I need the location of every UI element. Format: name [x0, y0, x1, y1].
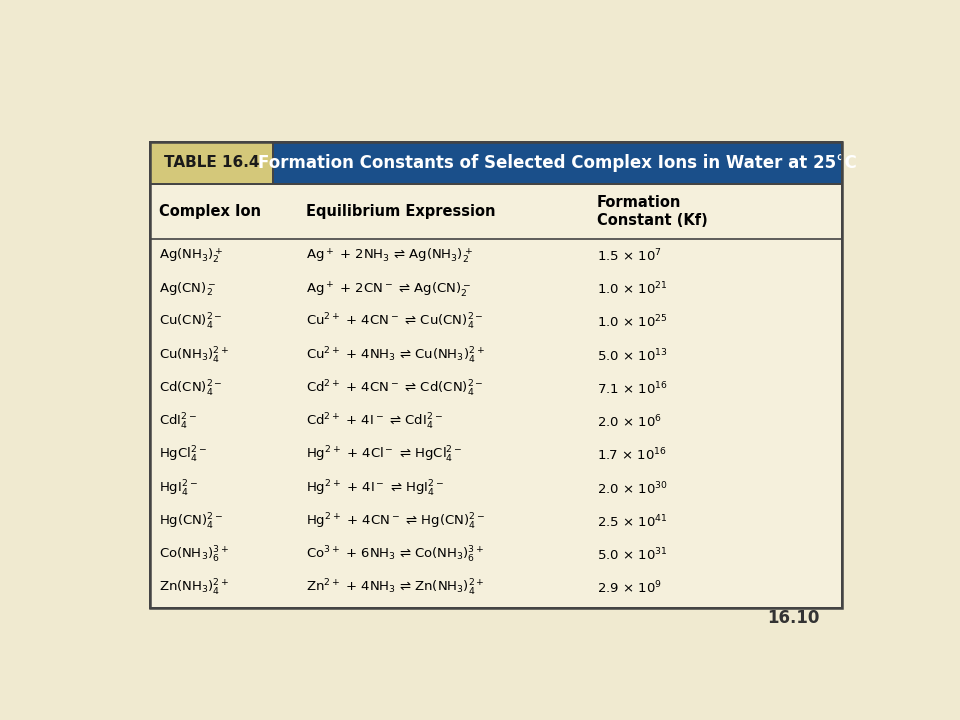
- Text: Complex Ion: Complex Ion: [158, 204, 261, 219]
- Text: Cu(NH$_3$)$_4^{2+}$: Cu(NH$_3$)$_4^{2+}$: [158, 346, 229, 366]
- Text: HgI$_4^{2-}$: HgI$_4^{2-}$: [158, 479, 198, 498]
- Text: 2.0 × 10$^{30}$: 2.0 × 10$^{30}$: [596, 480, 667, 497]
- Text: 1.0 × 10$^{21}$: 1.0 × 10$^{21}$: [596, 281, 667, 297]
- Text: 1.5 × 10$^7$: 1.5 × 10$^7$: [596, 248, 661, 264]
- Text: 16.10: 16.10: [767, 609, 820, 627]
- Text: 1.7 × 10$^{16}$: 1.7 × 10$^{16}$: [596, 447, 666, 464]
- Text: 1.0 × 10$^{25}$: 1.0 × 10$^{25}$: [596, 314, 667, 330]
- Text: Ag(NH$_3$)$_2^+$: Ag(NH$_3$)$_2^+$: [158, 247, 223, 266]
- Text: 5.0 × 10$^{31}$: 5.0 × 10$^{31}$: [596, 546, 667, 563]
- Text: Ag$^+$ + 2NH$_3$ ⇌ Ag(NH$_3$)$_2^+$: Ag$^+$ + 2NH$_3$ ⇌ Ag(NH$_3$)$_2^+$: [306, 247, 472, 266]
- Text: Zn(NH$_3$)$_4^{2+}$: Zn(NH$_3$)$_4^{2+}$: [158, 578, 228, 598]
- Text: Cu$^{2+}$ + 4NH$_3$ ⇌ Cu(NH$_3$)$_4^{2+}$: Cu$^{2+}$ + 4NH$_3$ ⇌ Cu(NH$_3$)$_4^{2+}…: [306, 346, 485, 366]
- Text: Ag$^+$ + 2CN$^-$ ⇌ Ag(CN)$_2^-$: Ag$^+$ + 2CN$^-$ ⇌ Ag(CN)$_2^-$: [306, 280, 471, 299]
- Text: Equilibrium Expression: Equilibrium Expression: [306, 204, 495, 219]
- Text: Zn$^{2+}$ + 4NH$_3$ ⇌ Zn(NH$_3$)$_4^{2+}$: Zn$^{2+}$ + 4NH$_3$ ⇌ Zn(NH$_3$)$_4^{2+}…: [306, 578, 485, 598]
- Text: Cd$^{2+}$ + 4I$^-$ ⇌ CdI$_4^{2-}$: Cd$^{2+}$ + 4I$^-$ ⇌ CdI$_4^{2-}$: [306, 412, 443, 432]
- Bar: [273, 142, 842, 184]
- Text: Hg$^{2+}$ + 4CN$^-$ ⇌ Hg(CN)$_4^{2-}$: Hg$^{2+}$ + 4CN$^-$ ⇌ Hg(CN)$_4^{2-}$: [306, 512, 485, 532]
- Text: 2.5 × 10$^{41}$: 2.5 × 10$^{41}$: [596, 513, 667, 530]
- Text: 5.0 × 10$^{13}$: 5.0 × 10$^{13}$: [596, 347, 667, 364]
- Text: Formation Constants of Selected Complex Ions in Water at 25°C: Formation Constants of Selected Complex …: [258, 154, 856, 172]
- Text: Hg(CN)$_4^{2-}$: Hg(CN)$_4^{2-}$: [158, 512, 223, 532]
- Text: 2.0 × 10$^6$: 2.0 × 10$^6$: [596, 414, 661, 431]
- Text: Hg$^{2+}$ + 4Cl$^-$ ⇌ HgCl$_4^{2-}$: Hg$^{2+}$ + 4Cl$^-$ ⇌ HgCl$_4^{2-}$: [306, 445, 463, 465]
- Text: Hg$^{2+}$ + 4I$^-$ ⇌ HgI$_4^{2-}$: Hg$^{2+}$ + 4I$^-$ ⇌ HgI$_4^{2-}$: [306, 479, 444, 498]
- Text: CdI$_4^{2-}$: CdI$_4^{2-}$: [158, 412, 197, 432]
- Text: HgCl$_4^{2-}$: HgCl$_4^{2-}$: [158, 445, 206, 465]
- Text: Cu(CN)$_4^{2-}$: Cu(CN)$_4^{2-}$: [158, 312, 223, 333]
- Bar: [150, 184, 842, 608]
- Text: 7.1 × 10$^{16}$: 7.1 × 10$^{16}$: [596, 381, 667, 397]
- Text: Co$^{3+}$ + 6NH$_3$ ⇌ Co(NH$_3$)$_6^{3+}$: Co$^{3+}$ + 6NH$_3$ ⇌ Co(NH$_3$)$_6^{3+}…: [306, 545, 485, 565]
- Text: Ag(CN)$_2^-$: Ag(CN)$_2^-$: [158, 281, 216, 298]
- Bar: [150, 142, 273, 184]
- Text: TABLE 16.4: TABLE 16.4: [163, 156, 259, 171]
- Text: Formation
Constant (Kf): Formation Constant (Kf): [596, 195, 708, 228]
- Text: Cd$^{2+}$ + 4CN$^-$ ⇌ Cd(CN)$_4^{2-}$: Cd$^{2+}$ + 4CN$^-$ ⇌ Cd(CN)$_4^{2-}$: [306, 379, 484, 399]
- Text: Cu$^{2+}$ + 4CN$^-$ ⇌ Cu(CN)$_4^{2-}$: Cu$^{2+}$ + 4CN$^-$ ⇌ Cu(CN)$_4^{2-}$: [306, 312, 484, 333]
- Text: 2.9 × 10$^9$: 2.9 × 10$^9$: [596, 580, 661, 596]
- Text: Co(NH$_3$)$_6^{3+}$: Co(NH$_3$)$_6^{3+}$: [158, 545, 228, 565]
- Bar: [150, 142, 842, 608]
- Text: Cd(CN)$_4^{2-}$: Cd(CN)$_4^{2-}$: [158, 379, 223, 399]
